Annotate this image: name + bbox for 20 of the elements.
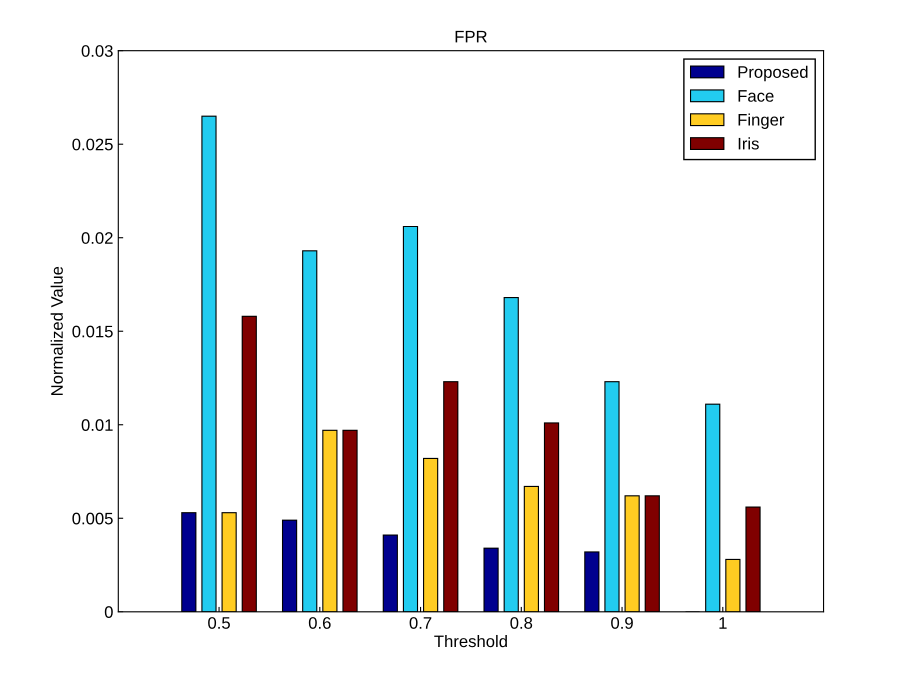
legend-label: Face: [738, 90, 774, 102]
y-tick-label: 0.02: [82, 232, 113, 244]
y-tick-label: 0: [104, 606, 113, 618]
y-tick-label: 0.03: [82, 45, 113, 57]
x-axis-title: Threshold: [434, 634, 507, 648]
x-tick-label: 0.7: [410, 617, 432, 629]
y-axis-title: Normalized Value: [50, 266, 63, 396]
y-tick-label: 0.01: [82, 419, 113, 431]
y-tick-label: 0.025: [72, 138, 113, 150]
y-tick-label: 0.005: [72, 512, 113, 524]
legend-label: Iris: [738, 137, 759, 150]
y-tick-label: 0.015: [72, 326, 113, 338]
x-tick-label: 0.5: [208, 617, 230, 629]
chart-title: FPR: [456, 30, 487, 42]
x-tick-label: 1: [719, 617, 727, 629]
x-tick-label: 0.6: [308, 617, 331, 629]
legend-label: Proposed: [738, 66, 808, 82]
x-tick-label: 0.9: [611, 617, 633, 629]
x-tick-label: 0.8: [510, 617, 532, 629]
legend-label: Finger: [738, 113, 784, 129]
